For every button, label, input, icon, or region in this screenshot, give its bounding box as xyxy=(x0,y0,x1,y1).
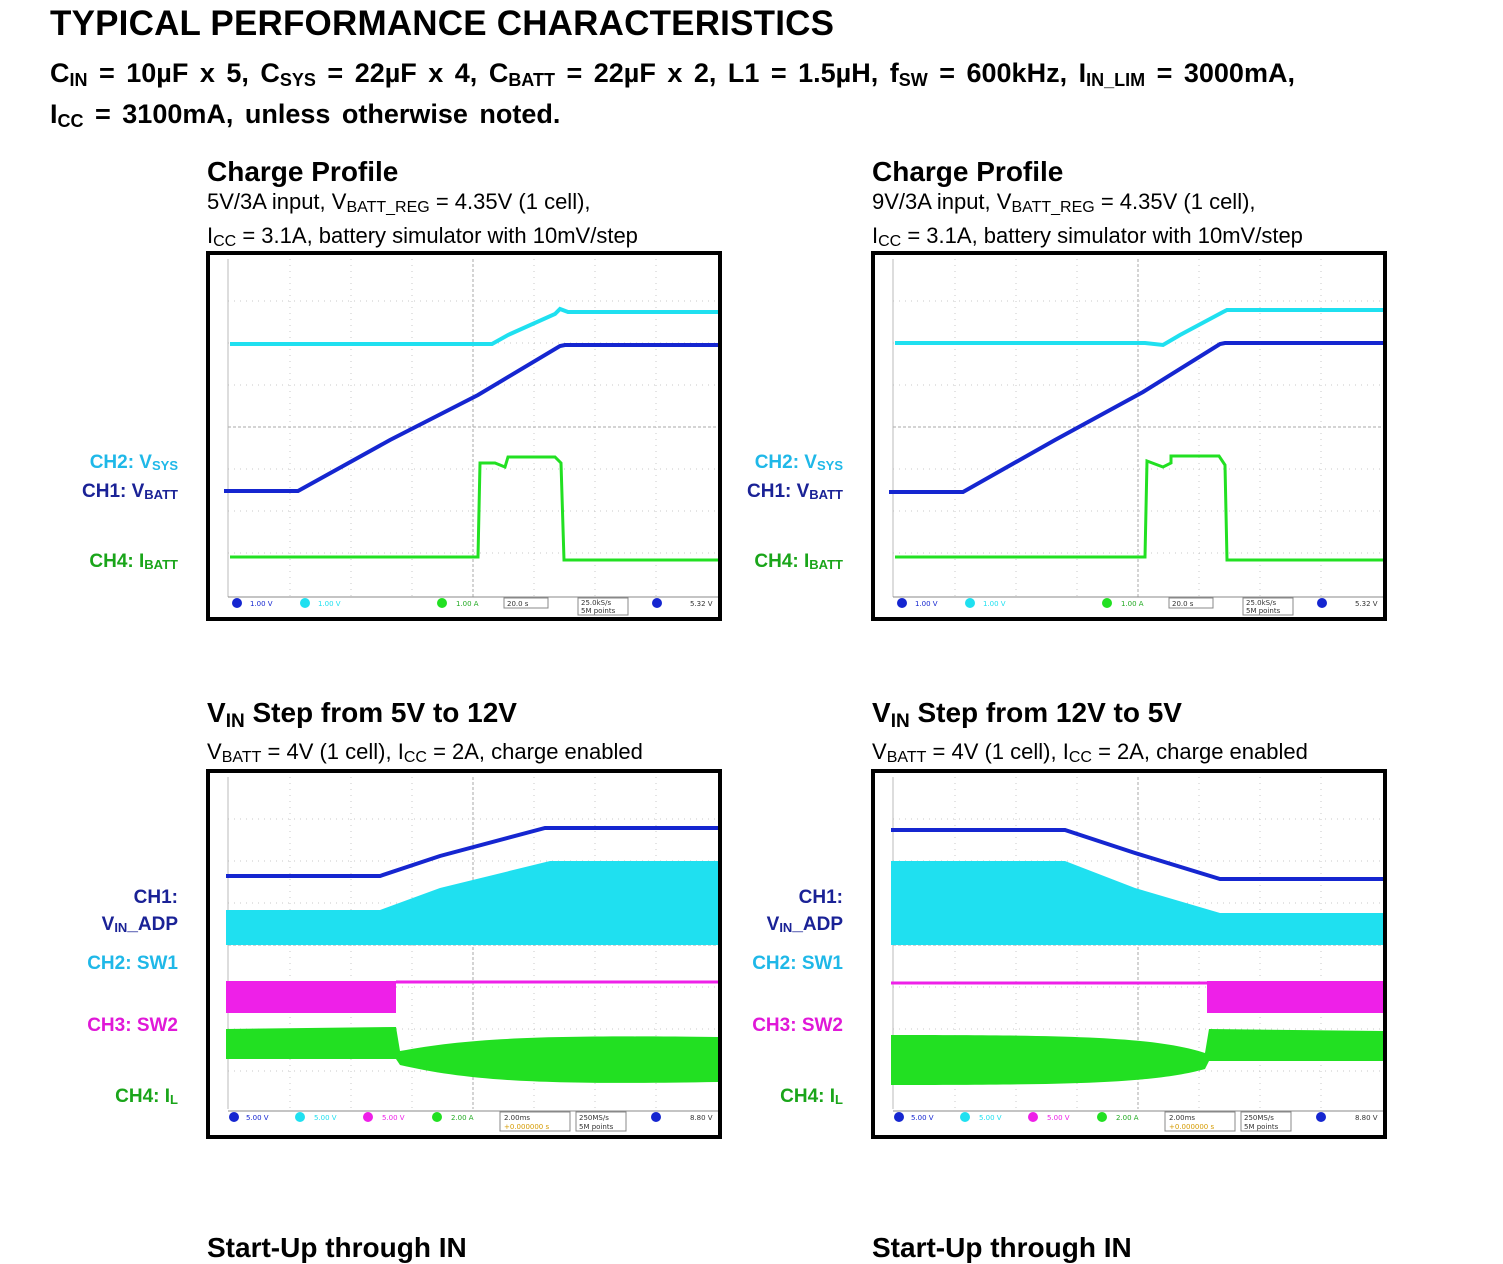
chart5-title: Start-Up through IN xyxy=(207,1232,467,1263)
trace-il xyxy=(891,1029,1383,1085)
scope-status-trigger: 5.32 V xyxy=(1355,600,1378,608)
chart4-title: VIN Step from 12V to 5V xyxy=(872,697,1182,732)
label-ch4-il: CH4: IL xyxy=(115,1086,178,1107)
scope-status-trigger: 8.80 V xyxy=(1355,1114,1378,1122)
trace-vsys xyxy=(895,308,1383,348)
chart3-title: VIN Step from 5V to 12V xyxy=(207,697,517,732)
chart1-subtitle-1: 5V/3A input, VBATT_REG = 4.35V (1 cell), xyxy=(207,189,591,216)
label-ch4-ibatt: CH4: IBATT xyxy=(754,551,843,572)
label-ch2-vsys: CH2: VSYS xyxy=(754,452,843,473)
scope-status-points: 5M points xyxy=(1244,1123,1279,1131)
scope-status-ch1: 5.00 V xyxy=(246,1114,269,1122)
trace-sw1 xyxy=(891,861,1383,945)
trace-vbatt xyxy=(889,341,1383,494)
trace-vbatt xyxy=(224,343,718,493)
trace-sw1 xyxy=(226,861,718,945)
label-ch3-sw2: CH3: SW2 xyxy=(752,1015,843,1036)
scope-status-ch2: 1.00 V xyxy=(983,600,1006,608)
chart2-subtitle-1: 9V/3A input, VBATT_REG = 4.35V (1 cell), xyxy=(872,189,1256,216)
label-ch4-il: CH4: IL xyxy=(780,1086,843,1107)
scope-status-ch1: 1.00 V xyxy=(250,600,273,608)
label-ch2-sw1: CH2: SW1 xyxy=(752,953,843,974)
trace-vsys xyxy=(230,306,718,346)
chart6-title: Start-Up through IN xyxy=(872,1232,1132,1263)
scope-status-time: 2.00ms xyxy=(504,1114,530,1122)
scope-vin-step-down: 5.00 V 5.00 V 5.00 V 2.00 A 2.00ms +0.00… xyxy=(871,769,1387,1139)
scope-status-ch2: 5.00 V xyxy=(979,1114,1002,1122)
scope-status-time: 2.00ms xyxy=(1169,1114,1195,1122)
scope-status-ch3: 5.00 V xyxy=(382,1114,405,1122)
trace-sw2-switching xyxy=(226,981,396,1013)
chart3-caption: VIN Step from 5V to 12V VBATT = 4V (1 ce… xyxy=(207,697,643,772)
label-ch4-ibatt: CH4: IBATT xyxy=(89,551,178,572)
scope-status-ch4: 1.00 A xyxy=(1121,600,1144,608)
scope-status-time: 20.0 s xyxy=(1172,600,1194,608)
conditions: CIN = 10µF x 5, CSYS = 22µF x 4, CBATT =… xyxy=(50,58,1295,131)
chart1-caption: Charge Profile 5V/3A input, VBATT_REG = … xyxy=(207,156,638,256)
label-ch2-sw1: CH2: SW1 xyxy=(87,953,178,974)
chart1-title: Charge Profile xyxy=(207,156,399,187)
page-title: TYPICAL PERFORMANCE CHARACTERISTICS xyxy=(50,4,835,43)
status-bar: 5.00 V 5.00 V 5.00 V 2.00 A 2.00ms +0.00… xyxy=(893,1110,1383,1132)
chart3-subtitle: VBATT = 4V (1 cell), ICC = 2A, charge en… xyxy=(207,739,643,766)
scope-status-ch1: 1.00 V xyxy=(915,600,938,608)
scope-status-ch2: 5.00 V xyxy=(314,1114,337,1122)
scope-status-trigger: 8.80 V xyxy=(690,1114,713,1122)
trace-ibatt xyxy=(895,454,1383,562)
status-bar: 1.00 V 1.00 V 1.00 A 20.0 s 25.0kS/s 5M … xyxy=(893,596,1383,616)
chart2-title: Charge Profile xyxy=(872,156,1064,187)
chart4-caption: VIN Step from 12V to 5V VBATT = 4V (1 ce… xyxy=(872,697,1308,772)
label-ch1-vbatt: CH1: VBATT xyxy=(82,481,178,502)
label-ch1-vin-adp: CH1: VIN_ADP xyxy=(101,887,178,935)
scope-status-ch2: 1.00 V xyxy=(318,600,341,608)
label-ch3-sw2: CH3: SW2 xyxy=(87,1015,178,1036)
chart5-caption: Start-Up through IN xyxy=(207,1232,467,1264)
scope-status-points: 5M points xyxy=(1246,607,1281,615)
grid xyxy=(893,259,1383,597)
label-ch2-vsys: CH2: VSYS xyxy=(89,452,178,473)
trace-ibatt xyxy=(230,455,718,562)
scope-status-ch3: 5.00 V xyxy=(1047,1114,1070,1122)
scope-status-rate: 250MS/s xyxy=(579,1114,609,1122)
scope-status-points: 5M points xyxy=(579,1123,614,1131)
scope-status-points: 5M points xyxy=(581,607,616,615)
chart6-caption: Start-Up through IN xyxy=(872,1232,1132,1264)
scope-status-ch1: 5.00 V xyxy=(911,1114,934,1122)
scope-status-ch4: 1.00 A xyxy=(456,600,479,608)
scope-status-offset: +0.000000 s xyxy=(504,1123,549,1131)
chart2-caption: Charge Profile 9V/3A input, VBATT_REG = … xyxy=(872,156,1303,256)
scope-status-rate: 25.0kS/s xyxy=(1246,599,1276,607)
scope-status-trigger: 5.32 V xyxy=(690,600,713,608)
scope-status-ch4: 2.00 A xyxy=(1116,1114,1139,1122)
label-ch1-vin-adp: CH1: VIN_ADP xyxy=(766,887,843,935)
scope-status-offset: +0.000000 s xyxy=(1169,1123,1214,1131)
scope-status-time: 20.0 s xyxy=(507,600,529,608)
trace-sw2-switching xyxy=(1207,981,1383,1013)
chart4-subtitle: VBATT = 4V (1 cell), ICC = 2A, charge en… xyxy=(872,739,1308,766)
scope-vin-step-up: 5.00 V 5.00 V 5.00 V 2.00 A 2.00ms +0.00… xyxy=(206,769,722,1139)
trace-vin-adp xyxy=(226,826,718,878)
status-bar: 1.00 V 1.00 V 1.00 A 20.0 s 25.0kS/s 5M … xyxy=(228,596,718,616)
scope-status-rate: 250MS/s xyxy=(1244,1114,1274,1122)
scope-charge-profile-9v: 1.00 V 1.00 V 1.00 A 20.0 s 25.0kS/s 5M … xyxy=(871,251,1387,621)
chart2-subtitle-2: ICC = 3.1A, battery simulator with 10mV/… xyxy=(872,223,1303,250)
trace-il xyxy=(226,1027,718,1083)
label-ch1-vbatt: CH1: VBATT xyxy=(747,481,843,502)
status-bar: 5.00 V 5.00 V 5.00 V 2.00 A 2.00ms +0.00… xyxy=(228,1110,718,1132)
trace-vin-adp xyxy=(891,828,1383,881)
scope-status-ch4: 2.00 A xyxy=(451,1114,474,1122)
chart1-subtitle-2: ICC = 3.1A, battery simulator with 10mV/… xyxy=(207,223,638,250)
scope-status-rate: 25.0kS/s xyxy=(581,599,611,607)
scope-charge-profile-5v: 1.00 V 1.00 V 1.00 A 20.0 s 25.0kS/s 5M … xyxy=(206,251,722,621)
